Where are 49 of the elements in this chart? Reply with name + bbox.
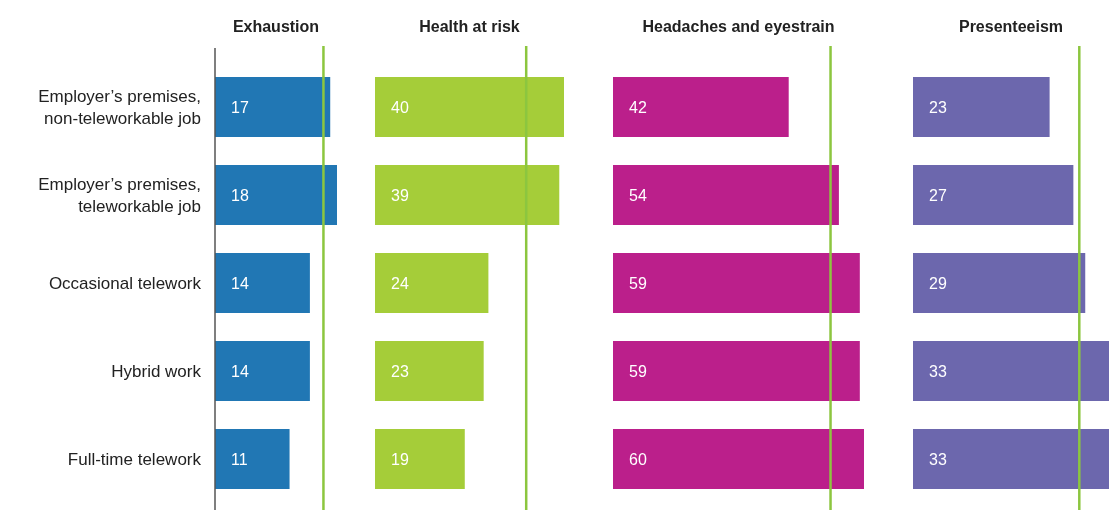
data-label: 23	[929, 98, 947, 116]
data-label: 14	[231, 274, 249, 292]
bar	[375, 341, 484, 401]
data-label: 33	[929, 362, 947, 380]
data-label: 11	[231, 450, 248, 468]
y-tick-label: Employer’s premises, non-teleworkable job	[38, 86, 201, 128]
chart-title: Exhaustion	[232, 18, 320, 35]
data-label: 14	[231, 362, 249, 380]
data-label: 40	[391, 98, 409, 116]
bar	[215, 429, 290, 489]
data-label: 23	[391, 362, 409, 380]
data-label: 18	[231, 186, 249, 204]
bar	[375, 429, 465, 489]
data-label: 19	[391, 450, 409, 468]
data-label: 24	[391, 274, 409, 292]
bar	[913, 77, 1050, 137]
data-label: 29	[929, 274, 947, 292]
chart-title: Health at risk	[419, 18, 520, 35]
bar	[215, 253, 310, 313]
data-label: 27	[929, 186, 947, 204]
bar	[215, 341, 310, 401]
bar	[375, 165, 560, 225]
bar	[913, 341, 1109, 401]
data-label: 60	[629, 450, 647, 468]
data-label: 33	[929, 450, 947, 468]
bar	[375, 77, 564, 137]
chart-title: Presenteeism	[958, 18, 1064, 35]
data-label: 59	[629, 362, 647, 380]
bar	[375, 253, 489, 313]
y-tick-label: Employer’s premises, teleworkable job	[38, 174, 201, 216]
data-label: 17	[231, 98, 249, 116]
y-tick-label: Full-time telework	[67, 449, 202, 469]
bar	[215, 165, 337, 225]
data-label: 54	[629, 186, 647, 204]
bar	[913, 165, 1074, 225]
bar	[913, 253, 1086, 313]
bar	[613, 429, 864, 489]
bar	[215, 77, 331, 137]
chart-title: Headaches and eyestrain	[642, 18, 835, 35]
bar	[613, 253, 860, 313]
y-tick-label: Occasional telework	[48, 273, 202, 293]
bar	[613, 165, 839, 225]
bar	[913, 429, 1109, 489]
data-label: 42	[629, 98, 647, 116]
bar	[613, 341, 860, 401]
data-label: 39	[391, 186, 409, 204]
bar	[613, 77, 789, 137]
data-label: 59	[629, 274, 647, 292]
y-tick-label: Hybrid work	[111, 361, 202, 381]
